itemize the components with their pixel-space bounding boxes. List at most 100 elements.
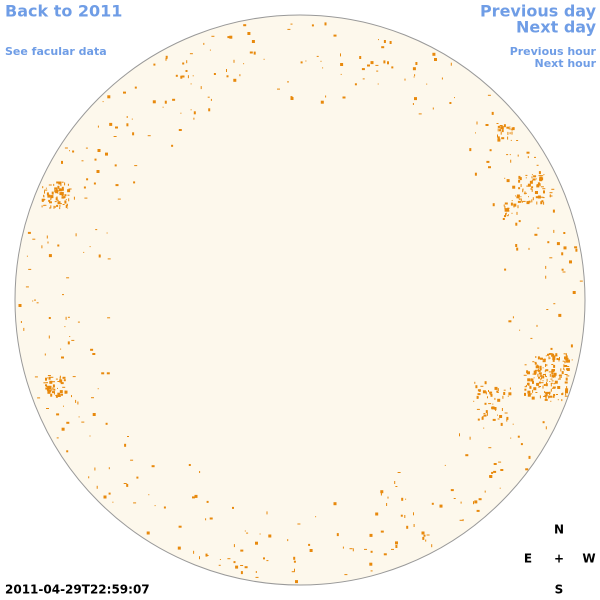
- facula: [45, 387, 49, 390]
- facula: [525, 174, 528, 176]
- facula: [255, 541, 258, 545]
- facula: [553, 372, 557, 376]
- facula: [512, 316, 514, 319]
- facula: [539, 357, 543, 359]
- facula: [453, 498, 456, 499]
- facula: [511, 212, 513, 214]
- facula: [406, 525, 409, 529]
- facula: [413, 524, 415, 527]
- facula: [534, 156, 536, 158]
- facula: [488, 166, 491, 169]
- facula: [46, 382, 48, 384]
- facula: [531, 174, 533, 176]
- facula: [370, 61, 374, 65]
- facula: [523, 374, 527, 376]
- facula: [67, 207, 69, 209]
- previous-hour-link[interactable]: Previous hour: [510, 45, 597, 58]
- facula: [294, 568, 295, 572]
- facula: [566, 375, 570, 377]
- facula: [499, 487, 501, 489]
- facula: [386, 503, 388, 506]
- facula: [505, 213, 506, 217]
- facula: [484, 402, 487, 405]
- facula: [85, 147, 88, 149]
- facula: [542, 188, 546, 190]
- facula: [552, 395, 555, 398]
- facula: [557, 378, 561, 380]
- facula: [543, 174, 545, 176]
- facula: [320, 60, 322, 62]
- facula: [537, 195, 541, 199]
- facula: [508, 214, 509, 216]
- facula: [172, 98, 176, 101]
- facula: [432, 107, 434, 110]
- facula: [114, 164, 117, 167]
- facula: [539, 395, 541, 399]
- next-hour-link[interactable]: Next hour: [535, 57, 597, 70]
- facula: [97, 149, 101, 152]
- facula: [439, 504, 443, 508]
- facula: [540, 186, 544, 188]
- next-day-link[interactable]: Next day: [516, 18, 597, 37]
- facula: [511, 200, 513, 202]
- facula: [569, 260, 572, 264]
- facula: [462, 519, 464, 522]
- facula: [163, 506, 166, 509]
- facula: [59, 390, 63, 394]
- facula: [101, 372, 105, 375]
- facula: [504, 206, 506, 210]
- facula: [333, 34, 337, 37]
- facula: [277, 88, 280, 90]
- solar-disc: [14, 14, 586, 586]
- facula: [454, 97, 455, 99]
- facula: [545, 395, 547, 399]
- facula: [67, 341, 70, 345]
- facula: [497, 388, 499, 392]
- facula: [178, 525, 182, 528]
- facula: [537, 227, 540, 229]
- facula: [45, 187, 47, 189]
- facula: [493, 463, 497, 465]
- facula: [515, 195, 517, 197]
- facula: [533, 387, 537, 391]
- facula: [25, 286, 29, 288]
- facula: [531, 199, 533, 203]
- facula: [481, 416, 484, 420]
- compass-north: N: [554, 523, 564, 537]
- facular-link[interactable]: See facular data: [5, 45, 107, 58]
- facula: [352, 548, 354, 552]
- back-link[interactable]: Back to 2011: [5, 2, 122, 21]
- facula: [115, 126, 118, 129]
- facula: [340, 63, 344, 66]
- facula: [499, 129, 501, 132]
- previous-day-link[interactable]: Previous day: [480, 2, 597, 21]
- facula: [387, 61, 389, 65]
- facula: [56, 181, 60, 184]
- facula: [375, 512, 379, 516]
- facula: [553, 383, 556, 385]
- facula: [77, 401, 79, 405]
- facula: [49, 385, 52, 389]
- compass-east: E: [524, 552, 532, 566]
- facula: [391, 66, 394, 69]
- facula: [549, 391, 551, 394]
- facula: [305, 60, 307, 62]
- facula: [558, 313, 562, 317]
- facula: [560, 375, 562, 378]
- facula: [404, 78, 406, 81]
- facula: [44, 353, 46, 356]
- facula: [552, 387, 555, 389]
- facula: [566, 355, 568, 359]
- facula: [46, 387, 49, 391]
- facula: [394, 481, 396, 484]
- facula: [41, 205, 43, 208]
- facula: [535, 196, 539, 199]
- facula: [515, 222, 518, 226]
- facula: [497, 138, 501, 142]
- facula: [506, 418, 508, 422]
- facula: [545, 265, 547, 269]
- facula: [91, 397, 94, 399]
- facula: [495, 408, 497, 411]
- facula: [44, 189, 48, 191]
